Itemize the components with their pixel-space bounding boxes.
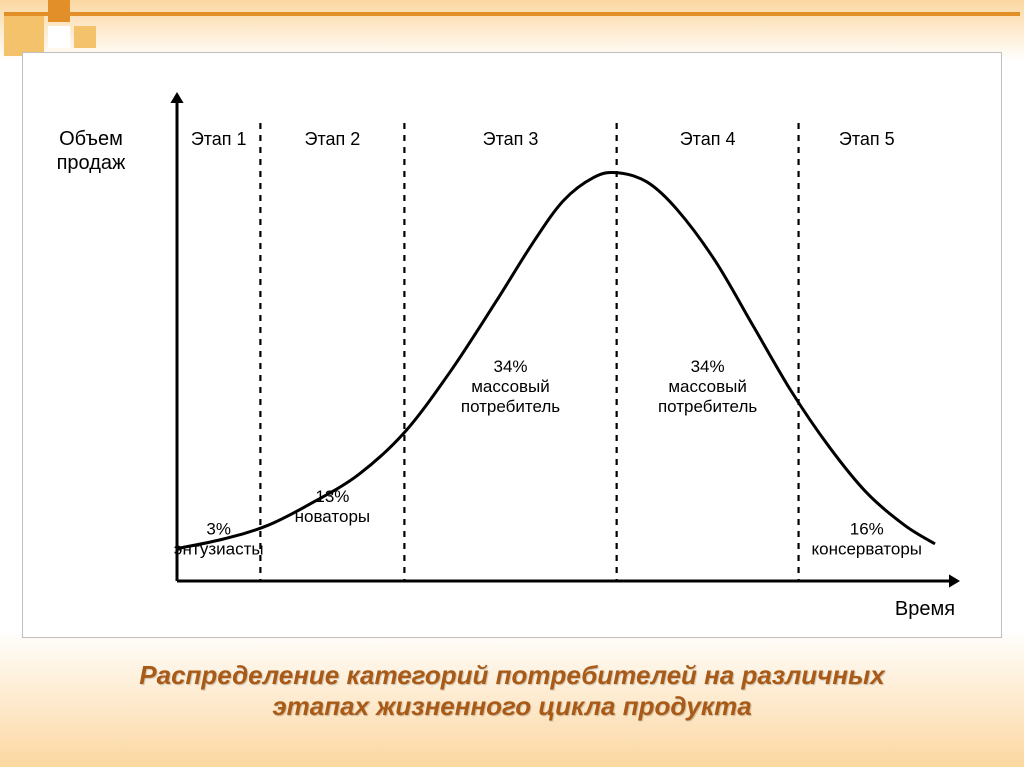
stage-header: Этап 3 (483, 129, 539, 149)
segment-name: массовый (471, 377, 550, 396)
deco-square (48, 0, 70, 22)
segment-percent: 16% (850, 520, 884, 539)
segment-name: энтузиасты (174, 540, 264, 559)
segment-percent: 13% (315, 487, 349, 506)
stage-header: Этап 1 (191, 129, 247, 149)
deco-square (48, 26, 70, 48)
segment-name: новаторы (295, 507, 371, 526)
y-axis-arrow (170, 92, 183, 103)
chart-container: Объемпродаж Время Этап 1 Этап 2 Этап 3 Этап 4… (22, 52, 1002, 638)
bell-curve (177, 172, 935, 548)
segment-percent: 34% (494, 357, 528, 376)
x-axis-label: Время (895, 598, 955, 620)
y-axis-label: Объем (59, 128, 123, 150)
x-axis-arrow (949, 574, 960, 587)
slide-caption: Распределение категорий потребителей на … (0, 660, 1024, 722)
bell-curve-chart: Объемпродаж Время Этап 1 Этап 2 Этап 3 Этап 4… (23, 53, 1003, 639)
y-axis-label: продаж (57, 152, 126, 174)
segment-name: потребитель (461, 397, 560, 416)
segment-percent: 34% (691, 357, 725, 376)
deco-square (4, 16, 44, 56)
stage-header: Этап 4 (680, 129, 736, 149)
stage-header: Этап 2 (305, 129, 361, 149)
segment-percent: 3% (206, 520, 231, 539)
segment-name: массовый (668, 377, 747, 396)
segment-name: консерваторы (812, 540, 923, 559)
caption-line: этапах жизненного цикла продукта (0, 691, 1024, 722)
caption-line: Распределение категорий потребителей на … (0, 660, 1024, 691)
slide-top-border (4, 12, 1020, 16)
deco-square (74, 26, 96, 48)
segment-name: потребитель (658, 397, 757, 416)
stage-header: Этап 5 (839, 129, 895, 149)
